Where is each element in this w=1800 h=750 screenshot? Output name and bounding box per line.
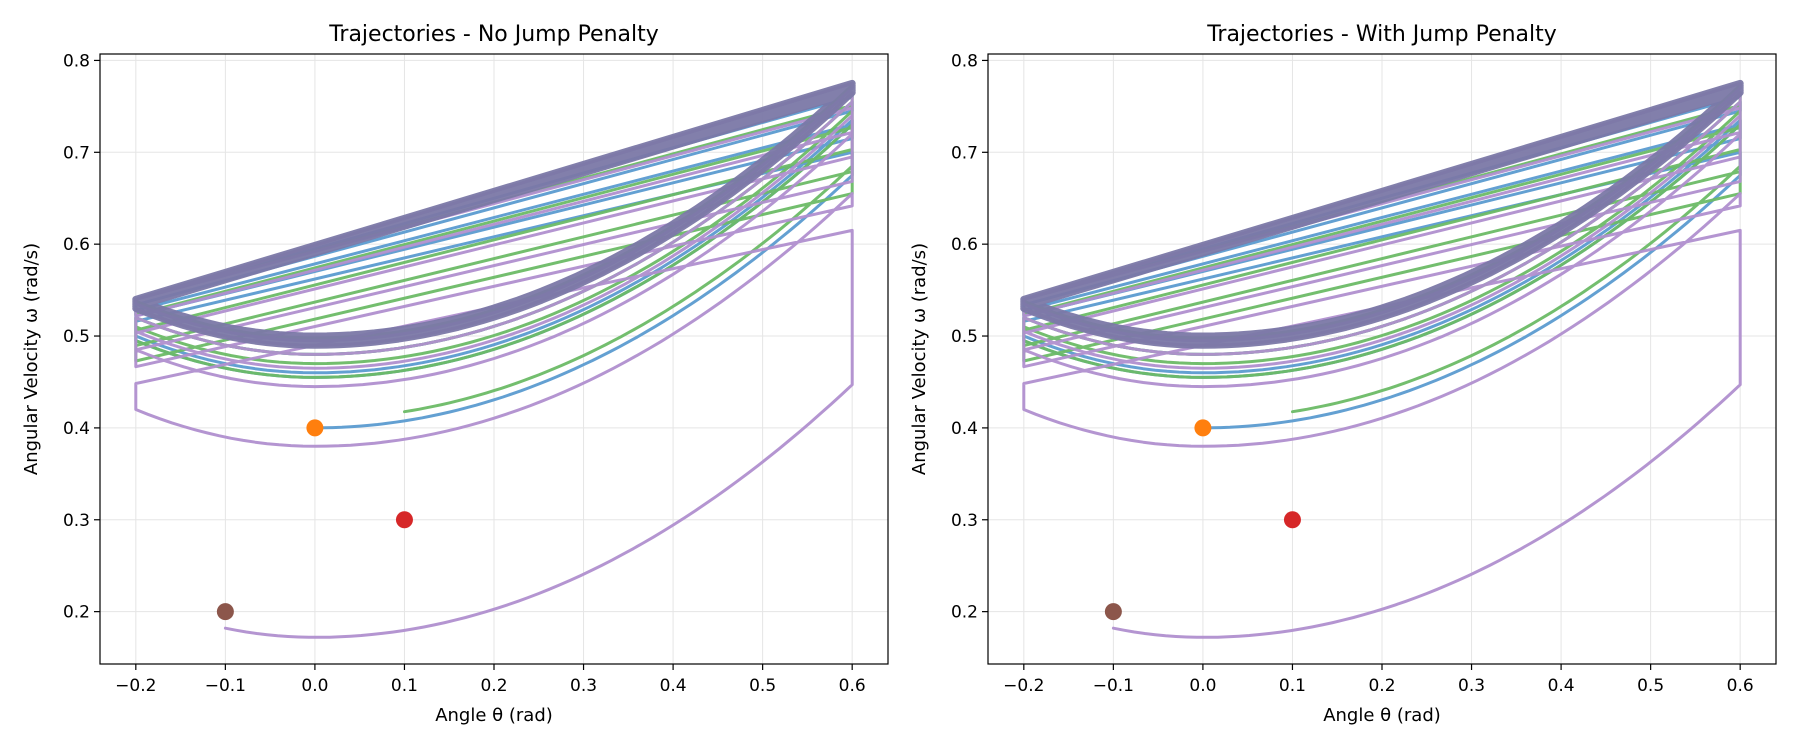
right-panel-start-marker-red [1283, 511, 1301, 529]
left-panel-x-tick-label: 0.0 [301, 676, 328, 696]
left-panel-x-tick-label: 0.3 [570, 676, 597, 696]
left-panel-y-ticks: 0.2 0.3 0.4 0.5 0.6 0.7 0.8 [63, 51, 100, 623]
left-panel-x-tick-label: 0.1 [391, 676, 418, 696]
left-panel-x-tick-label: 0.2 [480, 676, 507, 696]
right-panel-y-tick-label: 0.8 [951, 51, 978, 71]
left-panel-x-tick-label: 0.4 [660, 676, 687, 696]
left-panel-title: Trajectories - No Jump Penalty [328, 22, 659, 47]
right-panel-y-tick-label: 0.5 [951, 327, 978, 347]
right-panel-y-tick-label: 0.3 [951, 511, 978, 531]
right-panel-start-markers [1104, 419, 1301, 621]
left-panel-x-tick-label: −0.1 [205, 676, 246, 696]
left-panel-grid [100, 54, 888, 664]
right-panel-trajectory-line-4 [1020, 79, 1744, 349]
left-panel-y-tick-label: 0.8 [63, 51, 90, 71]
right-panel-x-axis-label: Angle θ (rad) [1323, 705, 1441, 726]
left-panel-start-marker-brown [216, 603, 234, 621]
left-panel-y-tick-label: 0.4 [63, 419, 90, 439]
right-panel-y-ticks: 0.2 0.3 0.4 0.5 0.6 0.7 0.8 [951, 51, 988, 623]
left-panel: Trajectories - No Jump Penalty −0.2 −0.1 0… [21, 22, 889, 726]
right-panel-title: Trajectories - With Jump Penalty [1206, 22, 1557, 47]
right-panel-x-tick-label: 0.1 [1279, 676, 1306, 696]
right-panel-x-ticks: −0.2 −0.1 0.0 0.1 0.2 0.3 0.4 0.5 0.6 [1003, 664, 1754, 696]
right-panel: Trajectories - With Jump Penalty −0.2 −0.… [909, 22, 1777, 726]
left-panel-x-axis-label: Angle θ (rad) [435, 705, 553, 726]
right-panel-x-tick-label: 0.4 [1548, 676, 1575, 696]
left-panel-start-markers [216, 419, 413, 621]
right-panel-series [1020, 79, 1744, 639]
right-panel-y-tick-label: 0.6 [951, 235, 978, 255]
left-panel-x-tick-label: 0.6 [839, 676, 866, 696]
left-panel-y-tick-label: 0.2 [63, 603, 90, 623]
right-panel-x-tick-label: −0.1 [1093, 676, 1134, 696]
left-panel-x-ticks: −0.2 −0.1 0.0 0.1 0.2 0.3 0.4 0.5 0.6 [115, 664, 866, 696]
right-panel-x-tick-label: 0.6 [1727, 676, 1754, 696]
right-panel-start-marker-orange [1194, 419, 1212, 437]
left-panel-y-tick-label: 0.3 [63, 511, 90, 531]
right-panel-y-tick-label: 0.7 [951, 143, 978, 163]
right-panel-y-axis-label: Angular Velocity ω (rad/s) [909, 243, 930, 475]
left-panel-start-marker-red [395, 511, 413, 529]
right-panel-x-tick-label: 0.3 [1458, 676, 1485, 696]
right-panel-x-tick-label: 0.2 [1368, 676, 1395, 696]
right-panel-y-tick-label: 0.4 [951, 419, 978, 439]
left-panel-x-tick-label: −0.2 [115, 676, 156, 696]
right-panel-y-tick-label: 0.2 [951, 603, 978, 623]
left-panel-y-tick-label: 0.5 [63, 327, 90, 347]
right-panel-x-tick-label: −0.2 [1003, 676, 1044, 696]
left-panel-series [132, 79, 856, 639]
left-panel-y-axis-label: Angular Velocity ω (rad/s) [21, 243, 42, 475]
right-panel-x-tick-label: 0.0 [1189, 676, 1216, 696]
right-panel-x-tick-label: 0.5 [1637, 676, 1664, 696]
left-panel-trajectory-line-4 [132, 79, 856, 349]
left-panel-x-tick-label: 0.5 [749, 676, 776, 696]
right-panel-start-marker-brown [1104, 603, 1122, 621]
left-panel-y-tick-label: 0.7 [63, 143, 90, 163]
left-panel-y-tick-label: 0.6 [63, 235, 90, 255]
left-panel-start-marker-orange [306, 419, 324, 437]
